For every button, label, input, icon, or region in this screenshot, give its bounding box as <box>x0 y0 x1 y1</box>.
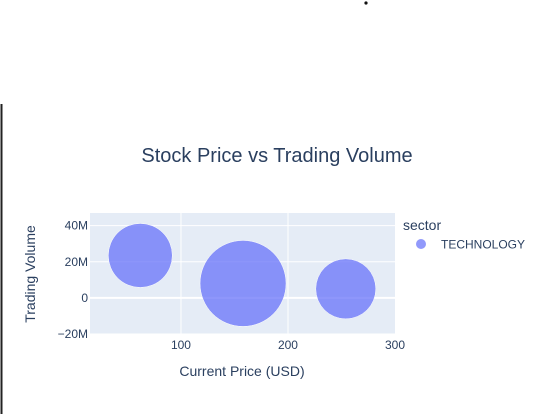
y-axis-title: Trading Volume <box>22 225 38 323</box>
legend: sector TECHNOLOGY <box>403 217 525 252</box>
y-tick-labels: 40M 20M 0 −20M <box>58 219 89 341</box>
x-tick-label: 200 <box>278 338 298 352</box>
x-axis-title: Current Price (USD) <box>179 363 304 379</box>
y-tick-label: 0 <box>81 291 88 305</box>
data-bubble[interactable] <box>315 258 377 320</box>
legend-marker-icon <box>416 239 426 249</box>
legend-item-technology[interactable]: TECHNOLOGY <box>416 238 525 252</box>
x-tick-label: 100 <box>171 338 191 352</box>
x-tick-labels: 100 200 300 <box>171 338 405 352</box>
x-tick-label: 300 <box>385 338 405 352</box>
data-bubble[interactable] <box>108 223 173 288</box>
data-bubble[interactable] <box>199 240 287 327</box>
y-tick-label: 20M <box>65 255 88 269</box>
bubble-layer <box>108 223 377 327</box>
chart-title: Stock Price vs Trading Volume <box>141 145 412 167</box>
cursor-dot <box>364 1 368 5</box>
legend-label: TECHNOLOGY <box>441 238 525 252</box>
legend-title: sector <box>403 217 441 233</box>
y-tick-label: 40M <box>65 219 88 233</box>
y-tick-label: −20M <box>58 327 88 341</box>
